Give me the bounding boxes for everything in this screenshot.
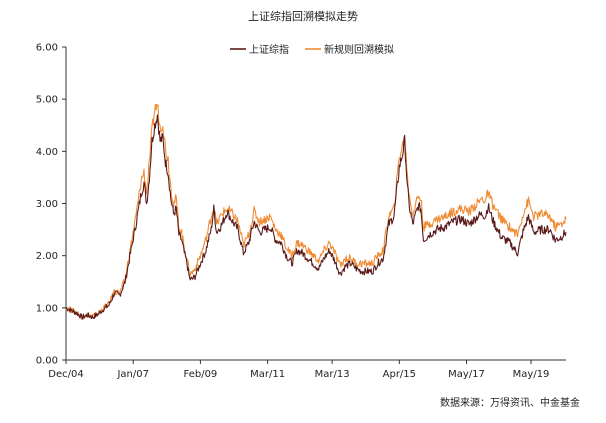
data-source-note: 数据来源：万得资讯、中金基金 xyxy=(440,396,580,409)
y-tick-label: 0.00 xyxy=(36,356,58,367)
chart-title: 上证综指回溯模拟走势 xyxy=(248,9,358,23)
y-tick-label: 4.00 xyxy=(36,147,58,158)
x-tick-label: May/17 xyxy=(448,369,485,380)
y-tick-label: 3.00 xyxy=(36,199,58,210)
y-tick-label: 6.00 xyxy=(36,43,58,54)
x-tick-label: Apr/15 xyxy=(383,369,416,380)
legend: 上证综指 新规则回溯模拟 xyxy=(230,43,394,56)
series-layer xyxy=(65,103,567,320)
x-tick-label: May/19 xyxy=(513,369,550,380)
y-tick-label: 2.00 xyxy=(36,251,58,262)
x-tick-label: Mar/11 xyxy=(250,369,285,380)
x-tick-label: Dec/04 xyxy=(48,369,83,380)
legend-label-0: 上证综指 xyxy=(249,43,289,56)
series-line-1 xyxy=(65,103,567,320)
x-tick-label: Mar/13 xyxy=(315,369,350,380)
y-tick-label: 1.00 xyxy=(36,303,58,314)
legend-label-1: 新规则回溯模拟 xyxy=(324,43,394,56)
axes: 0.00 1.00 2.00 3.00 4.00 5.00 6.00 Dec/04 Jan/07… xyxy=(36,43,566,380)
x-tick-label: Feb/09 xyxy=(184,369,218,380)
series-line-0 xyxy=(65,114,567,320)
x-tick-label: Jan/07 xyxy=(116,369,149,380)
y-tick-label: 5.00 xyxy=(36,95,58,106)
